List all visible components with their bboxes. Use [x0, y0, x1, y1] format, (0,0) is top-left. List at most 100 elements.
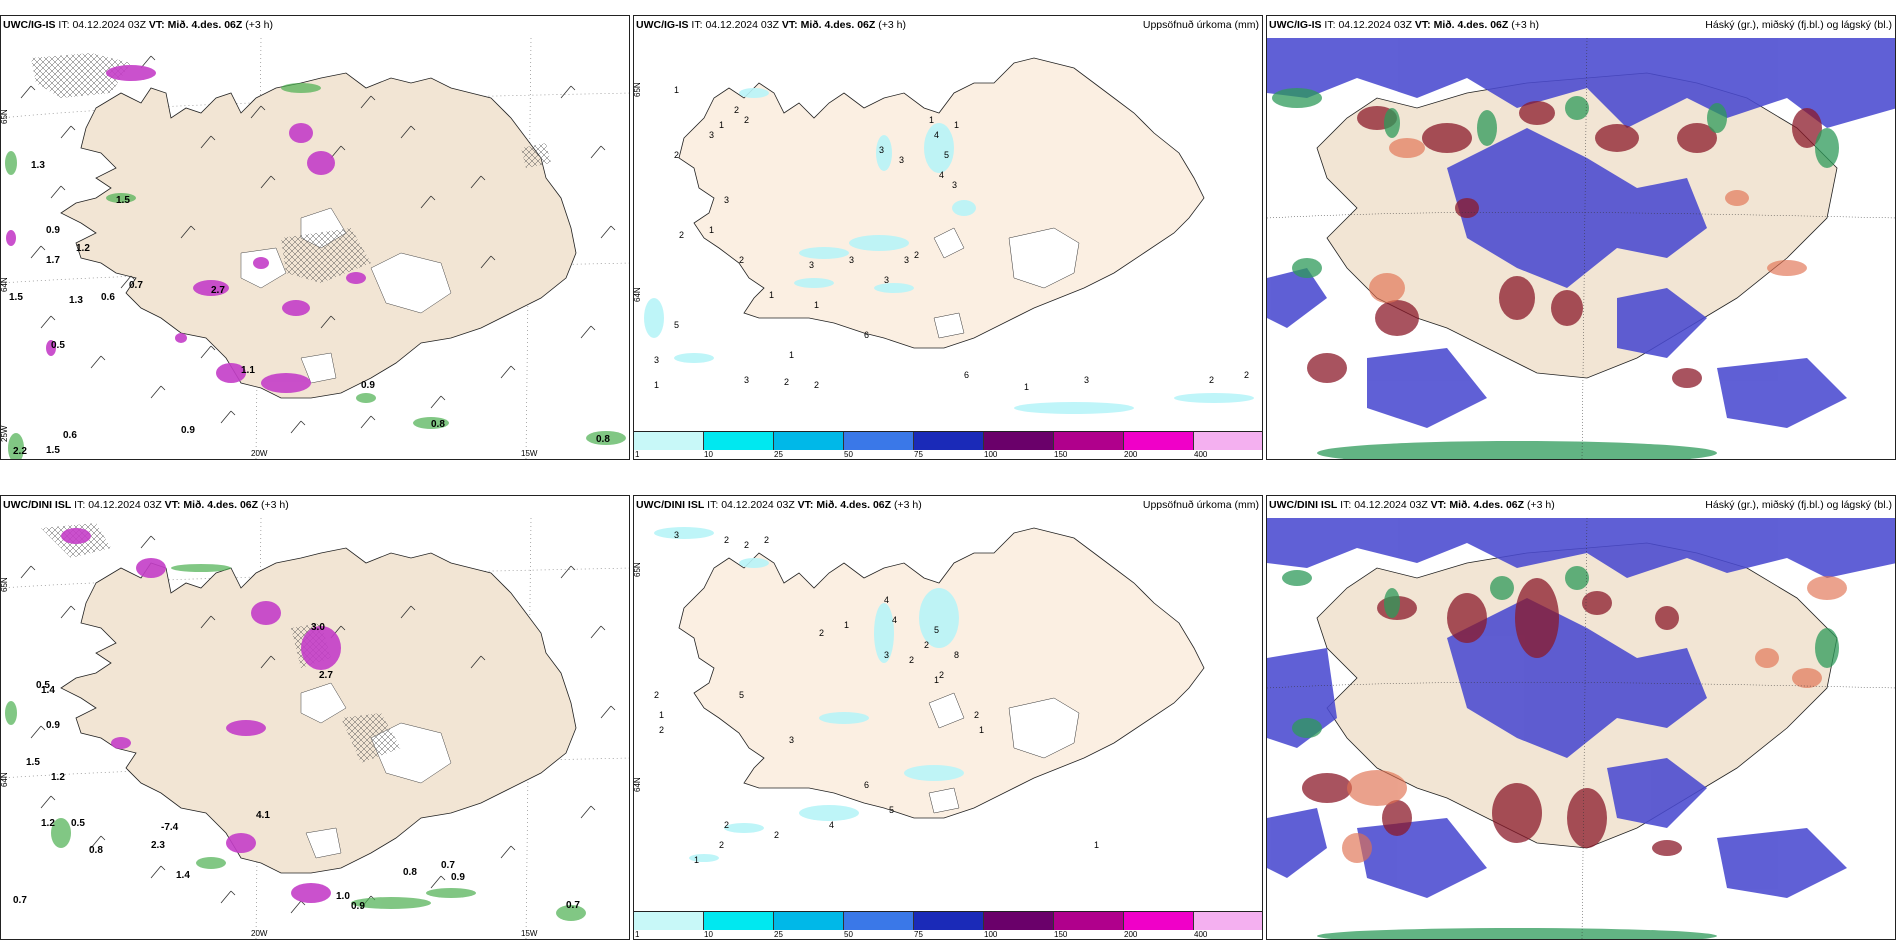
lon-15w-label: 15W [521, 449, 538, 458]
svg-text:3: 3 [789, 735, 794, 745]
precip-blobs [6, 65, 366, 393]
panel-precip-bottom: UWC/DINI ISL IT: 04.12.2024 03Z VT: Mið.… [633, 495, 1263, 940]
svg-text:1: 1 [789, 350, 794, 360]
cb-seg-1 [634, 432, 704, 450]
svg-text:0.5: 0.5 [36, 680, 50, 691]
svg-text:3: 3 [709, 130, 714, 140]
svg-text:65N: 65N [1, 577, 9, 592]
cb-seg-6 [984, 912, 1054, 930]
svg-text:2: 2 [679, 230, 684, 240]
svg-text:64N: 64N [634, 287, 642, 302]
svg-text:1.3: 1.3 [31, 160, 45, 171]
svg-text:4: 4 [884, 595, 889, 605]
svg-text:3: 3 [904, 255, 909, 265]
cb-seg-2 [704, 912, 774, 930]
svg-text:4.1: 4.1 [256, 810, 270, 821]
svg-text:1: 1 [934, 675, 939, 685]
svg-text:2: 2 [724, 535, 729, 545]
cb-seg-8 [1124, 432, 1194, 450]
svg-text:1: 1 [1024, 382, 1029, 392]
lat-65n-label: 65N [1, 109, 9, 124]
precip-colorbar: 1 10 25 50 75 100 150 200 400 [634, 431, 1262, 459]
svg-text:64N: 64N [1, 772, 9, 787]
cb-seg-1 [634, 912, 704, 930]
svg-text:2.3: 2.3 [151, 840, 165, 851]
svg-text:0.8: 0.8 [431, 419, 445, 430]
cb-seg-7 [1054, 912, 1124, 930]
panel-wind-bottom: UWC/DINI ISL IT: 04.12.2024 03Z VT: Mið.… [0, 495, 630, 940]
cb-seg-3 [774, 432, 844, 450]
svg-text:0.8: 0.8 [403, 867, 417, 878]
svg-text:5: 5 [674, 320, 679, 330]
svg-text:1.0: 1.0 [336, 891, 350, 902]
svg-text:20W: 20W [251, 929, 268, 938]
svg-text:64N: 64N [634, 777, 642, 792]
svg-text:65N: 65N [634, 562, 642, 577]
svg-text:3: 3 [879, 145, 884, 155]
svg-text:2: 2 [674, 150, 679, 160]
svg-text:-7.4: -7.4 [161, 822, 179, 833]
svg-text:5: 5 [944, 150, 949, 160]
svg-text:2: 2 [734, 105, 739, 115]
svg-text:1.2: 1.2 [51, 772, 65, 783]
wind-value-labels: 1.3 1.5 0.9 1.2 1.7 1.5 1.3 0.6 0.7 0.5 … [9, 160, 610, 457]
svg-text:3: 3 [744, 375, 749, 385]
cb-seg-8 [1124, 912, 1194, 930]
cb-seg-3 [774, 912, 844, 930]
svg-text:6: 6 [964, 370, 969, 380]
high-cloud [1272, 88, 1839, 459]
svg-text:2: 2 [744, 540, 749, 550]
cloud-map [1267, 518, 1895, 939]
precip-value-labels: 1 2 2 1 3 2 2 1 3 3 4 5 3 4 3 1 1 2 3 3 … [654, 85, 1249, 392]
precip-map: 1 2 2 1 3 2 2 1 3 3 4 5 3 4 3 1 1 2 3 3 … [634, 57, 1254, 414]
svg-text:2: 2 [719, 840, 724, 850]
svg-text:0.9: 0.9 [351, 901, 365, 912]
cb-seg-6 [984, 432, 1054, 450]
svg-text:2: 2 [784, 377, 789, 387]
svg-text:0.9: 0.9 [46, 720, 60, 731]
cb-seg-7 [1054, 432, 1124, 450]
svg-text:3: 3 [809, 260, 814, 270]
cloud-title: Háský (gr.), miðský (fj.bl.) og lágský (… [1705, 499, 1892, 511]
svg-text:1: 1 [654, 380, 659, 390]
svg-text:3: 3 [884, 275, 889, 285]
panel-header: UWC/IG-IS IT: 04.12.2024 03Z VT: Mið. 4.… [3, 19, 273, 31]
svg-text:2: 2 [914, 250, 919, 260]
svg-text:2: 2 [1244, 370, 1249, 380]
svg-text:2.7: 2.7 [319, 670, 333, 681]
panel-header: UWC/DINI ISL IT: 04.12.2024 03Z VT: Mið.… [3, 499, 289, 511]
panel-wind-top: UWC/IG-IS IT: 04.12.2024 03Z VT: Mið. 4.… [0, 15, 630, 460]
svg-text:0.5: 0.5 [51, 340, 65, 351]
svg-text:2: 2 [924, 640, 929, 650]
panel-header: UWC/DINI ISL IT: 04.12.2024 03Z VT: Mið.… [1269, 499, 1555, 511]
svg-text:4: 4 [892, 615, 897, 625]
svg-text:0.6: 0.6 [63, 430, 77, 441]
svg-text:0.6: 0.6 [101, 292, 115, 303]
precip-map: 3 2 2 2 5 2 1 2 3 2 1 4 4 5 8 2 2 2 3 1 … [634, 527, 1205, 865]
svg-text:5: 5 [934, 625, 939, 635]
cb-seg-2 [704, 432, 774, 450]
panel-clouds-top: UWC/IG-IS IT: 04.12.2024 03Z VT: Mið. 4.… [1266, 15, 1896, 460]
cb-seg-9 [1194, 432, 1262, 450]
cloud-title: Háský (gr.), miðský (fj.bl.) og lágský (… [1705, 19, 1892, 31]
svg-text:0.7: 0.7 [13, 895, 27, 906]
svg-text:2: 2 [1209, 375, 1214, 385]
svg-text:6: 6 [864, 780, 869, 790]
svg-text:1.5: 1.5 [46, 445, 60, 456]
colorbar-labels: 1 10 25 50 75 100 150 200 400 [635, 450, 1208, 459]
panel-clouds-bottom: UWC/DINI ISL IT: 04.12.2024 03Z VT: Mið.… [1266, 495, 1896, 940]
svg-text:0.9: 0.9 [361, 380, 375, 391]
svg-text:3: 3 [899, 155, 904, 165]
svg-text:1: 1 [659, 710, 664, 720]
svg-text:2: 2 [739, 255, 744, 265]
panel-precip-top: UWC/IG-IS IT: 04.12.2024 03Z VT: Mið. 4.… [633, 15, 1263, 460]
svg-text:1: 1 [954, 120, 959, 130]
svg-text:0.7: 0.7 [129, 280, 143, 291]
svg-text:2: 2 [774, 830, 779, 840]
cb-seg-4 [844, 432, 914, 450]
svg-text:3: 3 [724, 195, 729, 205]
svg-text:0.9: 0.9 [46, 225, 60, 236]
svg-text:4: 4 [934, 130, 939, 140]
svg-text:1.3: 1.3 [69, 295, 83, 306]
svg-text:1: 1 [674, 85, 679, 95]
